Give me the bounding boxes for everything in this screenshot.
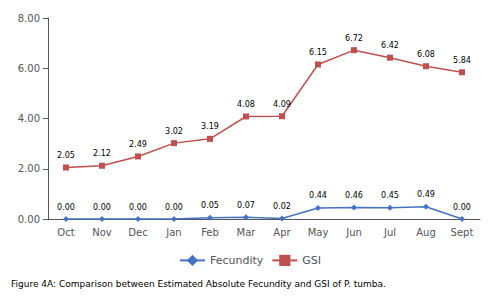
svg-text:Sept: Sept [451,227,474,238]
svg-text:Aug: Aug [416,227,436,238]
svg-text:Nov: Nov [92,227,112,238]
svg-text:0.49: 0.49 [417,190,435,199]
svg-text:6.72: 6.72 [345,34,363,43]
svg-text:0.44: 0.44 [309,191,327,200]
svg-text:0.46: 0.46 [345,191,363,200]
svg-text:Jul: Jul [383,227,396,238]
svg-text:May: May [308,227,329,238]
svg-text:5.84: 5.84 [453,56,471,65]
svg-text:6.42: 6.42 [381,41,399,50]
svg-text:2.49: 2.49 [129,140,147,149]
svg-text:0.00: 0.00 [93,203,111,212]
svg-text:6.15: 6.15 [309,48,327,57]
svg-text:Figure 4A: Comparison between: Figure 4A: Comparison between Estimated … [11,279,386,289]
svg-text:Dec: Dec [128,227,147,238]
svg-text:0.02: 0.02 [273,202,291,211]
svg-text:GSI: GSI [302,254,321,267]
svg-text:0.00: 0.00 [57,203,75,212]
svg-text:4.08: 4.08 [237,100,255,109]
svg-text:6.08: 6.08 [417,50,435,59]
svg-text:0.00: 0.00 [129,203,147,212]
svg-text:Oct: Oct [57,227,74,238]
svg-text:0.00: 0.00 [453,203,471,212]
svg-text:Jan: Jan [165,227,181,238]
svg-text:4.09: 4.09 [273,100,291,109]
svg-text:3.02: 3.02 [165,127,183,136]
svg-text:8.00: 8.00 [18,13,40,24]
svg-text:Mar: Mar [237,227,257,238]
svg-text:Feb: Feb [201,227,219,238]
svg-text:0.45: 0.45 [381,191,399,200]
svg-text:4.00: 4.00 [18,113,40,124]
svg-text:2.00: 2.00 [18,163,40,174]
svg-text:2.12: 2.12 [93,149,111,158]
svg-text:3.19: 3.19 [201,122,219,131]
svg-text:Apr: Apr [273,227,291,238]
svg-text:6.00: 6.00 [18,63,40,74]
svg-text:0.07: 0.07 [237,201,255,210]
svg-text:Jun: Jun [345,227,362,238]
svg-text:Fecundity: Fecundity [210,254,264,267]
svg-text:0.05: 0.05 [201,201,219,210]
svg-text:0.00: 0.00 [165,203,183,212]
svg-text:0.00: 0.00 [18,214,40,225]
svg-text:2.05: 2.05 [57,151,75,160]
